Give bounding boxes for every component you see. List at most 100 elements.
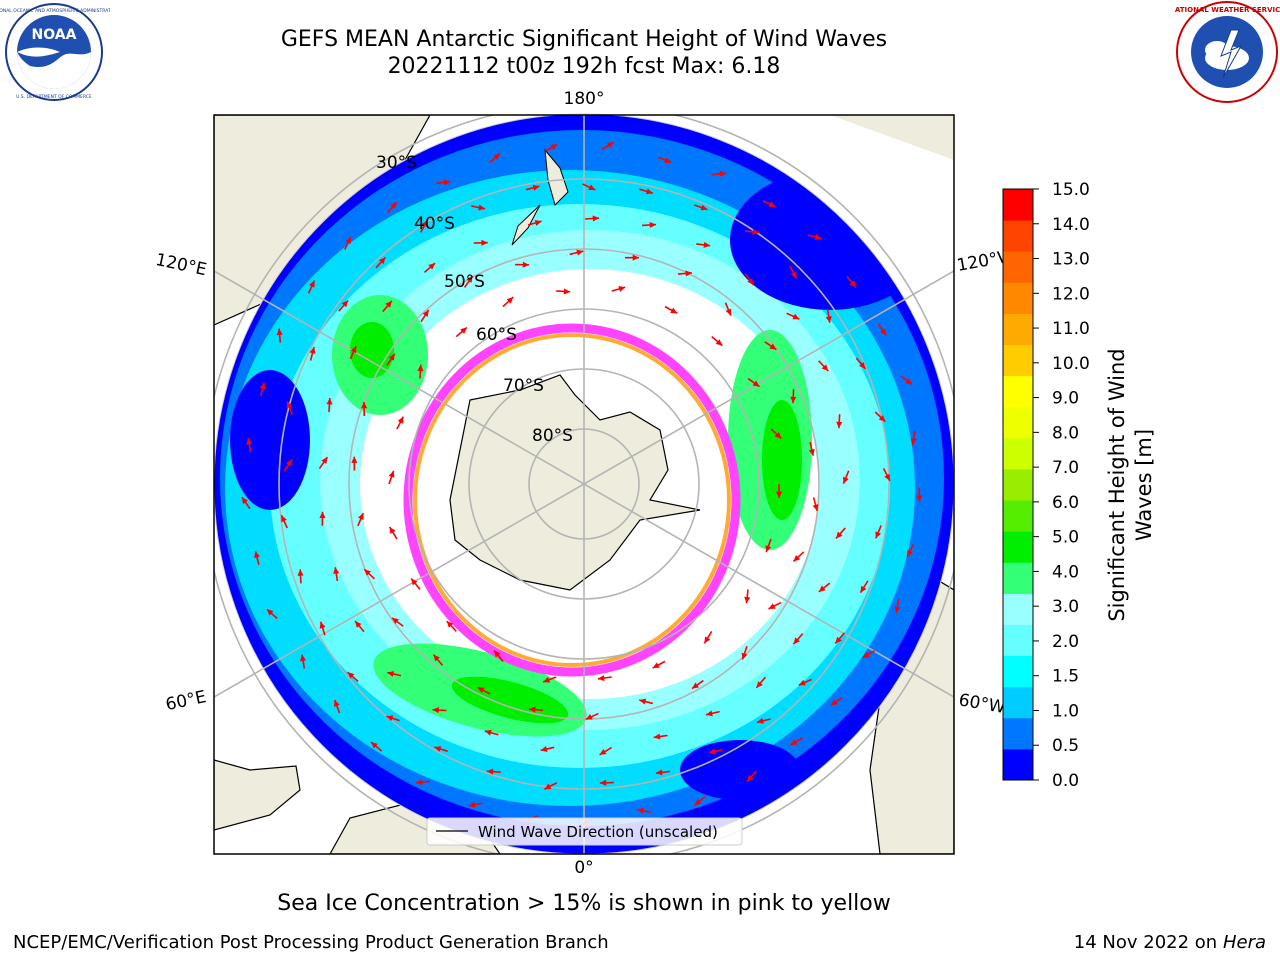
chart-title: GEFS MEAN Antarctic Significant Height o… — [280, 27, 888, 52]
colorbar-tick-label: 15.0 — [1052, 180, 1090, 200]
wind-arrow-head — [599, 779, 607, 786]
wind-arrow-head — [706, 710, 713, 717]
wind-arrow-head — [364, 569, 371, 576]
wind-arrow-head — [756, 717, 764, 724]
colorbar-tick-label: 0.5 — [1052, 736, 1079, 756]
wind-arrow-head — [358, 513, 364, 521]
sea-ice-caption: Sea Ice Concentration > 15% is shown in … — [277, 891, 891, 916]
lon-label-60e: 60°E — [164, 687, 208, 715]
wind-arrow-head — [884, 473, 890, 481]
colorbar-band — [1003, 686, 1033, 719]
wind-arrow-head — [637, 807, 644, 814]
wind-arrow-head — [597, 675, 605, 682]
wind-arrow-head — [652, 662, 660, 669]
wind-arrow-head — [493, 153, 501, 160]
wind-arrow-head — [417, 364, 424, 372]
wind-arrow-head — [319, 511, 326, 519]
wind-arrow-head — [790, 739, 798, 746]
lon-label-120e: 120°E — [154, 250, 209, 280]
wind-arrow-head — [744, 596, 751, 604]
wind-arrow-head — [481, 239, 488, 246]
colorbar-tick-label: 13.0 — [1052, 250, 1090, 270]
colorbar-band — [1003, 375, 1033, 408]
wind-arrow-head — [768, 201, 776, 207]
wind-arrow-head — [798, 679, 806, 686]
footer-machine: Hera — [1222, 932, 1266, 953]
footer-date: 14 Nov 2022 on Hera — [1074, 932, 1266, 953]
wind-arrow-head — [460, 327, 467, 334]
wind-arrow-head — [378, 257, 386, 265]
wind-arrow-head — [756, 681, 763, 688]
legend-label: Wind Wave Direction (unscaled) — [478, 823, 718, 841]
chart-subtitle: 20221112 t00z 192h fcst Max: 6.18 — [387, 54, 781, 79]
wind-arrow-head — [825, 316, 832, 323]
wind-arrow-head — [700, 204, 708, 211]
wind-arrow-head — [388, 470, 395, 478]
colorbar-tick-label: 1.0 — [1052, 701, 1079, 721]
wind-arrow-head — [907, 549, 913, 557]
wind-arrow-head — [588, 184, 596, 191]
wind-arrow-head — [422, 309, 429, 317]
wind-arrow-head — [836, 531, 843, 539]
lon-label-0: 0° — [574, 858, 593, 878]
colorbar-band — [1003, 406, 1033, 439]
wind-arrow-head — [392, 617, 399, 625]
wind-arrow-head — [842, 476, 849, 484]
colorbar-tick-label: 11.0 — [1052, 319, 1090, 339]
svg-text:NATIONAL OCEANIC AND ATMOSPHER: NATIONAL OCEANIC AND ATMOSPHERIC ADMINIS… — [0, 8, 110, 14]
wind-arrow-head — [708, 748, 716, 755]
wind-arrow-head — [529, 706, 536, 713]
wind-arrow-head — [355, 621, 362, 628]
wind-arrow-head — [286, 459, 293, 467]
wind-arrow-head — [793, 554, 801, 562]
wind-arrow-head — [494, 650, 501, 658]
wind-arrow-head — [326, 398, 333, 405]
wind-arrow-head — [814, 234, 822, 240]
lat-label-60s: 60°S — [476, 325, 517, 345]
wind-arrow-head — [769, 343, 777, 350]
colorbar-tick-label: 1.5 — [1052, 667, 1079, 687]
wind-arrow-head — [321, 457, 328, 464]
colorbar-frame — [1002, 188, 1034, 781]
wind-arrow-head — [606, 142, 614, 149]
wind-arrow-head — [691, 682, 699, 689]
wind-arrow-head — [478, 204, 485, 211]
colorbar-band — [1003, 500, 1033, 532]
colorbar-band — [1003, 313, 1033, 346]
wind-wave-arrows — [241, 141, 923, 826]
wind-arrow-head — [653, 733, 661, 740]
wind-arrow-head — [468, 801, 476, 808]
wind-arrow-head — [812, 504, 819, 511]
wind-arrow-head — [286, 401, 293, 409]
wind-arrow-head — [860, 585, 867, 593]
wind-arrow-head — [725, 308, 732, 316]
map-legend: Wind Wave Direction (unscaled) — [426, 817, 743, 846]
colorbar-tick-label: 6.0 — [1052, 493, 1079, 513]
wind-arrow-head — [836, 421, 843, 429]
wind-arrow-head — [752, 228, 759, 235]
wind-arrow-head — [639, 698, 647, 705]
wind-arrow-head — [862, 651, 870, 658]
wind-arrow-head — [506, 297, 514, 304]
wind-arrow-head — [818, 585, 826, 592]
wind-arrow-head — [297, 569, 304, 576]
wind-arrow-head — [390, 201, 397, 209]
wind-arrow-head — [433, 654, 440, 662]
wind-arrow-head — [266, 609, 274, 616]
colorbar-label-line2: Waves [m] — [1132, 429, 1156, 541]
wind-arrow-head — [540, 746, 548, 752]
wind-arrow-head — [776, 491, 783, 498]
svg-text:NATIONAL WEATHER SERVICE: NATIONAL WEATHER SERVICE — [1175, 6, 1280, 14]
wind-arrow-head — [835, 636, 842, 644]
wind-arrow-head — [341, 300, 349, 308]
wind-arrow-head — [741, 652, 748, 660]
colorbar-tick-label: 0.0 — [1052, 771, 1079, 791]
wind-arrow-head — [768, 603, 776, 609]
wind-arrow-head — [334, 699, 340, 707]
colorbar-band — [1003, 717, 1033, 750]
wind-arrow-head — [910, 438, 917, 445]
wind-arrow-head — [434, 746, 442, 752]
wind-arrow-head — [389, 526, 396, 534]
wind-arrow-head — [576, 249, 584, 256]
wind-arrow-head — [532, 184, 540, 191]
